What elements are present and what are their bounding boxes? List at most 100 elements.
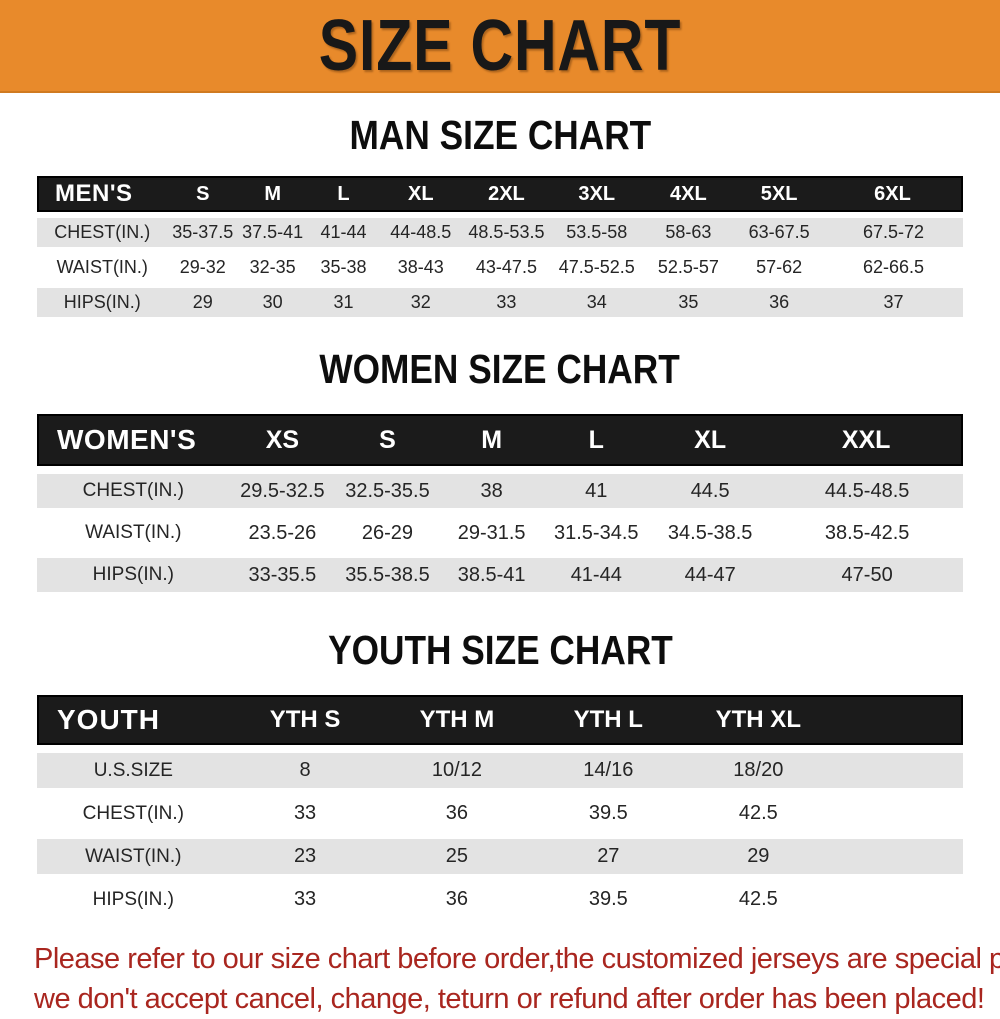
size-value-cell: 62-66.5 xyxy=(824,253,963,282)
measurement-row: CHEST(IN.) 33 36 39.5 42.5 xyxy=(37,796,963,831)
size-value-cell: 10/12 xyxy=(380,753,534,788)
size-value-cell: 41-44 xyxy=(543,558,650,592)
size-value-cell: 18/20 xyxy=(683,753,834,788)
size-value-cell: 34.5-38.5 xyxy=(649,516,772,550)
size-value-cell: 44-48.5 xyxy=(379,218,462,247)
size-column-header: YTH XL xyxy=(683,695,834,745)
row-label: HIPS(IN.) xyxy=(37,288,168,317)
row-label: WAIST(IN.) xyxy=(37,839,230,874)
measurement-row: HIPS(IN.) 33-35.5 35.5-38.5 38.5-41 41-44 44-… xyxy=(37,558,963,592)
measurement-row: CHEST(IN.) 35-37.5 37.5-41 41-44 44-48.5 48.5… xyxy=(37,218,963,247)
measurement-row: WAIST(IN.) 29-32 32-35 35-38 38-43 43-47.5 47.… xyxy=(37,253,963,282)
women-section-title-text: WOMEN SIZE CHART xyxy=(319,346,681,392)
size-value-cell: 57-62 xyxy=(734,253,825,282)
size-value-cell: 41 xyxy=(543,474,650,508)
size-column-header: M xyxy=(439,414,544,466)
size-column-header: S xyxy=(167,176,238,212)
size-value-cell: 32-35 xyxy=(237,253,308,282)
size-value-cell: 29-31.5 xyxy=(439,516,544,550)
man-section-title-text: MAN SIZE CHART xyxy=(349,112,651,158)
row-filler-cell xyxy=(833,753,963,788)
women-size-table: WOMEN'S XS S M L XL XXL CHEST(IN.) 29.5-32.5 32.5… xyxy=(37,406,963,600)
size-value-cell: 58-63 xyxy=(642,218,735,247)
size-value-cell: 34 xyxy=(550,288,643,317)
size-value-cell: 37 xyxy=(824,288,963,317)
size-value-cell: 23 xyxy=(229,839,381,874)
row-label: U.S.SIZE xyxy=(37,753,230,788)
size-value-cell: 52.5-57 xyxy=(642,253,735,282)
footer-line-1: Please refer to our size chart before or… xyxy=(34,943,1000,975)
size-value-cell: 29.5-32.5 xyxy=(229,474,336,508)
women-section-title: WOMEN SIZE CHART xyxy=(0,349,1000,390)
banner-title: SIZE CHART xyxy=(318,5,682,86)
banner: SIZE CHART xyxy=(0,0,1000,93)
header-filler-cell xyxy=(833,695,963,745)
size-value-cell: 53.5-58 xyxy=(550,218,643,247)
youth-size-table: YOUTH YTH S YTH M YTH L YTH XL U.S.SIZE 8 10/12… xyxy=(37,687,963,925)
size-value-cell: 38-43 xyxy=(379,253,462,282)
size-value-cell: 29 xyxy=(167,288,238,317)
table-group-label: WOMEN'S xyxy=(37,414,230,466)
youth-section-title: YOUTH SIZE CHART xyxy=(0,630,1000,671)
size-value-cell: 33-35.5 xyxy=(229,558,336,592)
measurement-row: HIPS(IN.) 29 30 31 32 33 34 35 36 37 xyxy=(37,288,963,317)
measurement-row: CHEST(IN.) 29.5-32.5 32.5-35.5 38 41 44.5 44.5… xyxy=(37,474,963,508)
size-value-cell: 30 xyxy=(237,288,308,317)
size-header-row: WOMEN'S XS S M L XL XXL xyxy=(37,414,963,466)
size-value-cell: 41-44 xyxy=(307,218,380,247)
size-column-header: 3XL xyxy=(550,176,643,212)
size-value-cell: 44.5 xyxy=(649,474,772,508)
size-column-header: 6XL xyxy=(824,176,963,212)
size-column-header: XL xyxy=(649,414,772,466)
size-value-cell: 36 xyxy=(380,882,534,917)
size-column-header: L xyxy=(307,176,380,212)
size-value-cell: 47.5-52.5 xyxy=(550,253,643,282)
size-column-header: XS xyxy=(229,414,336,466)
size-column-header: 2XL xyxy=(462,176,551,212)
size-header-row: YOUTH YTH S YTH M YTH L YTH XL xyxy=(37,695,963,745)
size-value-cell: 42.5 xyxy=(683,882,834,917)
size-header-row: MEN'S S M L XL 2XL 3XL 4XL 5XL 6XL xyxy=(37,176,963,212)
row-label: HIPS(IN.) xyxy=(37,882,230,917)
size-column-header: YTH S xyxy=(229,695,381,745)
man-section-title: MAN SIZE CHART xyxy=(0,115,1000,156)
table-group-label: YOUTH xyxy=(37,695,230,745)
measurement-row: U.S.SIZE 8 10/12 14/16 18/20 xyxy=(37,753,963,788)
size-value-cell: 35-38 xyxy=(307,253,380,282)
measurement-row: WAIST(IN.) 23.5-26 26-29 29-31.5 31.5-34.5 34… xyxy=(37,516,963,550)
row-filler-cell xyxy=(833,796,963,831)
size-value-cell: 25 xyxy=(380,839,534,874)
footer-note: Please refer to our size chart before or… xyxy=(34,939,1000,1019)
size-value-cell: 48.5-53.5 xyxy=(462,218,551,247)
size-value-cell: 42.5 xyxy=(683,796,834,831)
size-column-header: XXL xyxy=(771,414,963,466)
size-value-cell: 63-67.5 xyxy=(734,218,825,247)
size-value-cell: 39.5 xyxy=(533,882,684,917)
size-value-cell: 38 xyxy=(439,474,544,508)
row-label: CHEST(IN.) xyxy=(37,796,230,831)
size-value-cell: 35 xyxy=(642,288,735,317)
size-value-cell: 31.5-34.5 xyxy=(543,516,650,550)
table-group-label: MEN'S xyxy=(37,176,168,212)
size-value-cell: 44.5-48.5 xyxy=(771,474,963,508)
men-size-table: MEN'S S M L XL 2XL 3XL 4XL 5XL 6XL CHEST(IN.) 35-37… xyxy=(37,170,963,323)
row-label: CHEST(IN.) xyxy=(37,474,230,508)
size-value-cell: 33 xyxy=(229,882,381,917)
size-value-cell: 35-37.5 xyxy=(167,218,238,247)
size-value-cell: 31 xyxy=(307,288,380,317)
measurement-row: WAIST(IN.) 23 25 27 29 xyxy=(37,839,963,874)
size-value-cell: 47-50 xyxy=(771,558,963,592)
size-value-cell: 33 xyxy=(229,796,381,831)
size-value-cell: 27 xyxy=(533,839,684,874)
size-value-cell: 23.5-26 xyxy=(229,516,336,550)
row-label: HIPS(IN.) xyxy=(37,558,230,592)
footer-line-2: we don't accept cancel, change, teturn o… xyxy=(34,983,985,1015)
size-column-header: XL xyxy=(379,176,462,212)
size-column-header: YTH L xyxy=(533,695,684,745)
size-column-header: L xyxy=(543,414,650,466)
size-value-cell: 29-32 xyxy=(167,253,238,282)
size-value-cell: 44-47 xyxy=(649,558,772,592)
size-column-header: 5XL xyxy=(734,176,825,212)
size-value-cell: 32 xyxy=(379,288,462,317)
